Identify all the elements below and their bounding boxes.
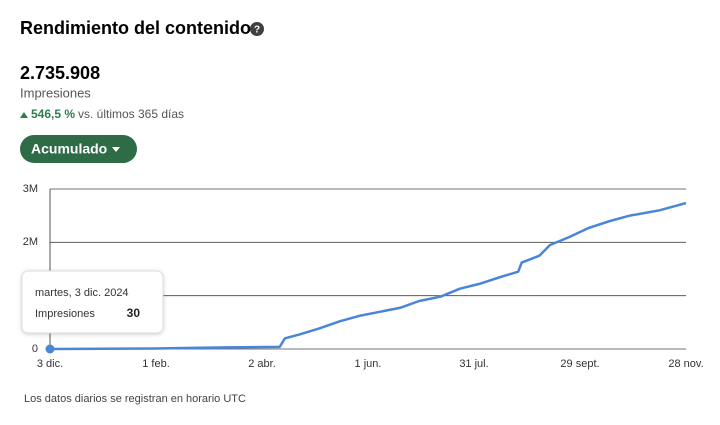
tooltip-label: Impresiones <box>35 308 95 320</box>
x-tick-label: 28 nov. <box>668 358 703 370</box>
metric-value: 2.735.908 <box>20 63 100 83</box>
x-tick-label: 3 dic. <box>37 358 63 370</box>
button-label: Acumulado <box>31 141 107 157</box>
footer-note: Los datos diarios se registran en horari… <box>24 393 246 405</box>
x-tick-label: 1 feb. <box>142 358 170 370</box>
dropdown-button[interactable]: Acumulado <box>20 135 137 163</box>
tooltip: martes, 3 dic. 2024 Impresiones 30 <box>21 270 164 334</box>
help-icon[interactable]: ? <box>250 22 264 36</box>
metric-comparison: vs. últimos 365 días <box>78 107 184 121</box>
x-tick-label: 1 jun. <box>355 358 382 370</box>
up-arrow <box>20 112 28 118</box>
tooltip-value: 30 <box>127 306 141 320</box>
x-tick-label: 29 sept. <box>560 358 599 370</box>
title: Rendimiento del contenido <box>20 18 251 38</box>
tooltip-date: martes, 3 dic. 2024 <box>35 287 129 299</box>
metric-label: Impresiones <box>20 85 91 100</box>
x-tick-label: 2 abr. <box>248 358 276 370</box>
plot: 01M2M3M3 dic.1 feb.2 abr.1 jun.31 jul.29… <box>23 183 704 370</box>
line-series <box>49 201 687 351</box>
y-tick-label: 0 <box>32 343 38 355</box>
y-tick-label: 2M <box>23 236 38 248</box>
metric-change: 546,5 % <box>31 107 75 121</box>
y-tick-label: 3M <box>23 183 38 195</box>
highlight-point <box>45 344 55 354</box>
x-tick-label: 31 jul. <box>459 358 488 370</box>
svg-text:?: ? <box>254 25 260 36</box>
